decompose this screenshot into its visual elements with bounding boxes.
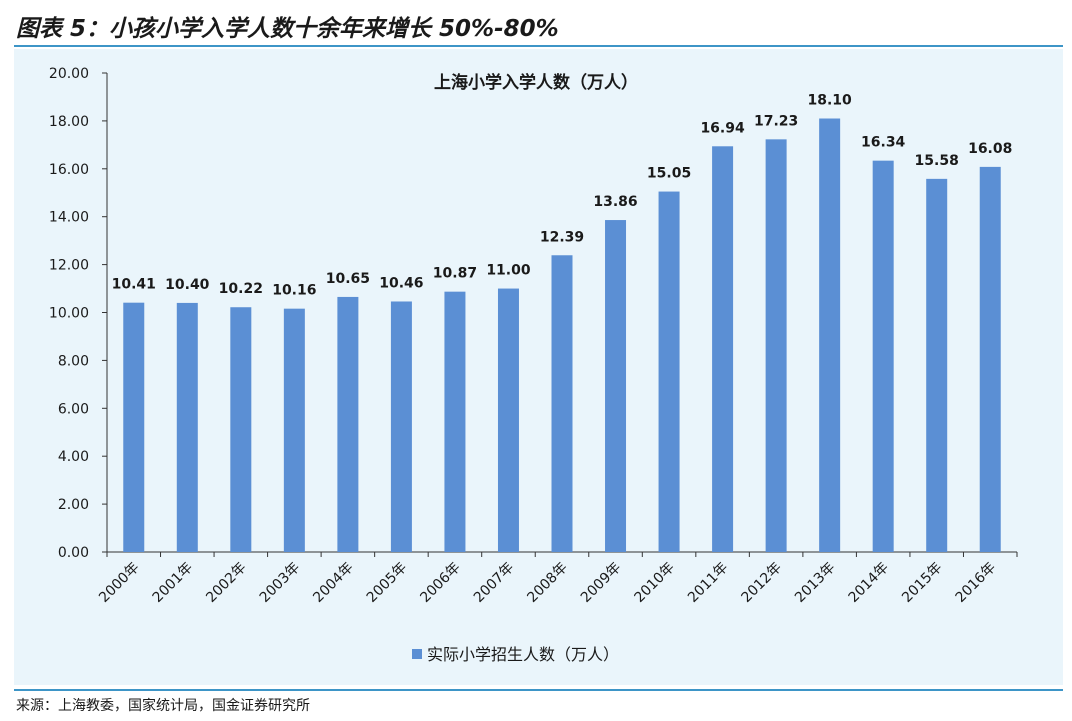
x-tick-label: 2012年 xyxy=(739,560,785,606)
data-label: 15.05 xyxy=(647,166,691,182)
bars xyxy=(123,118,1001,553)
bar xyxy=(230,307,252,552)
data-label: 15.58 xyxy=(915,153,959,169)
bar xyxy=(712,146,734,553)
data-label: 10.46 xyxy=(379,275,423,291)
x-tick-label: 2002年 xyxy=(203,560,249,606)
x-axis: 2000年 2001年 2002年 2003年 2004年 2005年 2006年 2007年… xyxy=(96,552,1018,606)
bar xyxy=(765,139,787,552)
x-tick-label: 2014年 xyxy=(846,560,892,606)
bar xyxy=(979,166,1001,552)
y-tick-label: 18.00 xyxy=(49,114,89,130)
data-label: 10.40 xyxy=(165,277,210,293)
bar xyxy=(123,302,145,552)
legend-swatch xyxy=(412,649,422,659)
bar xyxy=(337,296,359,552)
bar-chart: 上海小学入学人数（万人） 0.00 2.00 4.00 6.00 8.00 10.00 12… xyxy=(49,66,1018,664)
data-label: 16.08 xyxy=(968,141,1012,157)
x-tick-label: 2007年 xyxy=(471,560,517,606)
x-tick-label: 2009年 xyxy=(578,560,624,606)
data-label: 13.86 xyxy=(593,194,637,210)
y-tick-label: 6.00 xyxy=(58,401,89,417)
data-label: 10.87 xyxy=(433,266,477,282)
chart-title: 上海小学入学人数（万人） xyxy=(434,72,638,93)
x-tick-label: 2004年 xyxy=(310,560,356,606)
footer-divider xyxy=(14,689,1063,691)
y-tick-label: 20.00 xyxy=(49,66,89,82)
data-label: 10.22 xyxy=(219,281,263,297)
bar xyxy=(551,255,573,552)
data-label: 10.65 xyxy=(326,271,370,287)
data-label: 16.94 xyxy=(700,120,745,136)
data-label: 10.41 xyxy=(112,277,156,293)
x-tick-label: 2005年 xyxy=(364,560,410,606)
bar xyxy=(390,301,412,552)
x-tick-label: 2003年 xyxy=(257,560,303,606)
x-tick-label: 2006年 xyxy=(417,560,463,606)
data-label: 12.39 xyxy=(540,229,584,245)
x-tick-label: 2015年 xyxy=(899,560,945,606)
data-label: 18.10 xyxy=(807,93,852,109)
figure-title: 图表 5：小孩小学入学人数十余年来增长 50%-80% xyxy=(16,16,559,42)
x-tick-label: 2016年 xyxy=(953,560,999,606)
bar xyxy=(605,220,627,553)
source-note: 来源：上海教委，国家统计局，国金证券研究所 xyxy=(16,698,310,714)
legend-label: 实际小学招生人数（万人） xyxy=(427,645,619,664)
legend: 实际小学招生人数（万人） xyxy=(412,645,619,664)
bar xyxy=(872,160,894,553)
y-tick-label: 12.00 xyxy=(49,258,89,274)
y-tick-label: 2.00 xyxy=(58,497,89,513)
bar xyxy=(819,118,841,552)
y-tick-label: 10.00 xyxy=(49,306,89,322)
y-tick-label: 0.00 xyxy=(58,545,89,561)
x-tick-label: 2008年 xyxy=(524,560,570,606)
data-labels: 10.41 10.40 10.22 10.16 10.65 10.46 10.87 11.00… xyxy=(112,93,1013,299)
data-label: 10.16 xyxy=(272,283,316,299)
chart-panel: 上海小学入学人数（万人） 0.00 2.00 4.00 6.00 8.00 10.00 12… xyxy=(14,49,1063,685)
data-label: 16.34 xyxy=(861,135,906,151)
x-tick-label: 2010年 xyxy=(631,560,677,606)
bar xyxy=(497,288,519,552)
y-tick-label: 8.00 xyxy=(58,353,89,369)
y-tick-label: 4.00 xyxy=(58,449,89,465)
data-label: 11.00 xyxy=(486,263,531,279)
y-tick-label: 14.00 xyxy=(49,210,89,226)
bar xyxy=(658,191,680,553)
y-tick-label: 16.00 xyxy=(49,162,89,178)
data-label: 17.23 xyxy=(754,113,798,129)
bar xyxy=(444,291,466,552)
x-tick-label: 2011年 xyxy=(685,560,731,606)
bar xyxy=(176,302,198,552)
y-axis: 0.00 2.00 4.00 6.00 8.00 10.00 12.00 14.00 16.00… xyxy=(49,66,1017,561)
bar xyxy=(926,178,948,552)
bar xyxy=(283,308,305,552)
x-tick-label: 2013年 xyxy=(792,560,838,606)
x-tick-label: 2000年 xyxy=(96,560,142,606)
x-tick-label: 2001年 xyxy=(150,560,196,606)
title-divider xyxy=(14,45,1063,47)
